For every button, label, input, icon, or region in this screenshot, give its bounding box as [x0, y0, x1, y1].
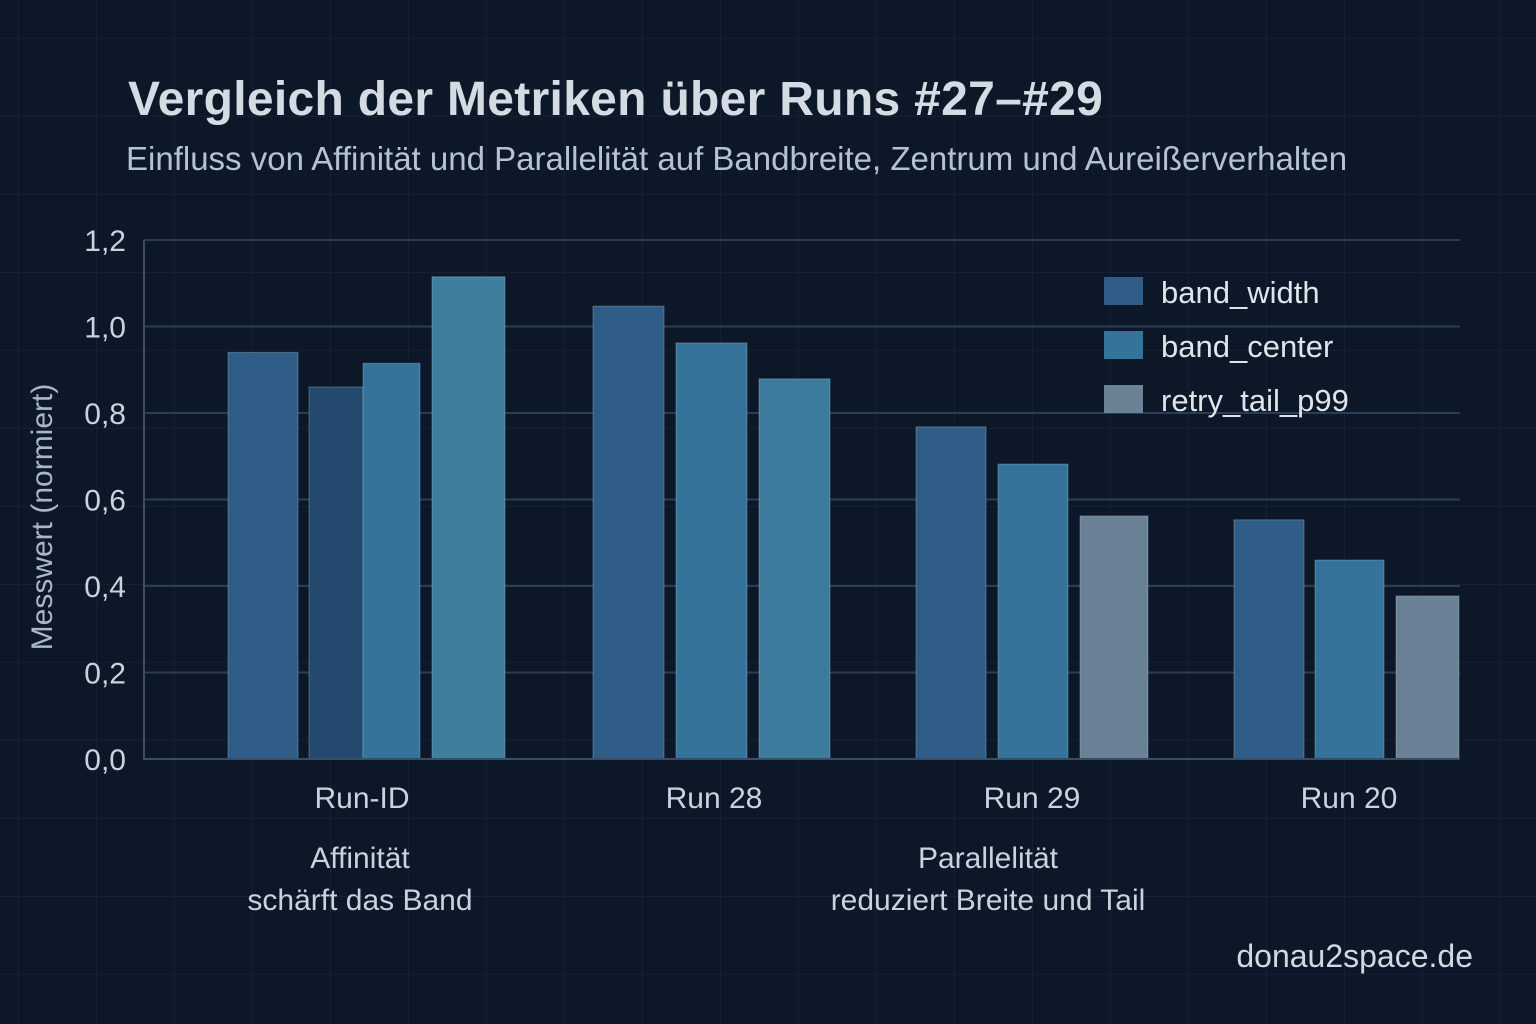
y-tick-labels: 0,0 0,2 0,4 0,6 0,8 1,0 1,2 — [84, 225, 126, 777]
x-tick-label: Run-ID — [314, 782, 409, 815]
legend-swatch-retry-tail-p99 — [1104, 385, 1143, 413]
bar-band-width — [1233, 519, 1305, 760]
y-tick-label: 0,8 — [84, 398, 126, 431]
watermark: donau2space.de — [1236, 938, 1473, 974]
x-tick-label: Run 20 — [1301, 782, 1398, 815]
bar-retry-tail-p99 — [1079, 515, 1149, 760]
legend: band_width band_center retry_tail_p99 — [1104, 275, 1349, 418]
bar-band-width — [915, 426, 987, 760]
bars — [227, 276, 1460, 760]
annotation-text: Affinität — [310, 842, 410, 875]
x-tick-label: Run 29 — [984, 782, 1081, 815]
legend-swatch-band-width — [1104, 277, 1143, 305]
legend-swatch-band-center — [1104, 331, 1143, 359]
annotation-text: schärft das Band — [247, 884, 472, 917]
chart-title: Vergleich der Metriken über Runs #27–#29 — [128, 73, 1104, 126]
annotation-text: Parallelität — [918, 842, 1059, 875]
y-tick-label: 0,2 — [84, 658, 126, 691]
annotation-text: reduziert Breite und Tail — [831, 884, 1146, 917]
chart-subtitle: Einfluss von Affinität und Parallelität … — [126, 140, 1348, 177]
y-tick-label: 0,0 — [84, 744, 126, 777]
y-tick-label: 0,4 — [84, 571, 126, 604]
bar-band-center — [362, 362, 421, 760]
y-tick-label: 1,0 — [84, 312, 126, 345]
bar-band-width — [308, 386, 364, 760]
legend-label: band_width — [1161, 275, 1320, 310]
y-tick-label: 1,2 — [84, 225, 126, 258]
bar-band-center — [758, 378, 831, 760]
x-tick-labels: Run-ID Run 28 Run 29 Run 20 — [314, 782, 1397, 815]
annotations: Affinität schärft das Band Parallelität red… — [247, 842, 1145, 917]
bar-retry-tail-p99 — [1395, 595, 1460, 760]
bar-band-width — [227, 351, 299, 760]
bar-band-width — [592, 305, 665, 760]
legend-label: band_center — [1161, 329, 1333, 364]
bar-band-center — [675, 342, 748, 760]
legend-label: retry_tail_p99 — [1161, 383, 1349, 418]
bar-band-center — [1314, 559, 1385, 760]
x-tick-label: Run 28 — [666, 782, 763, 815]
y-axis-label: Messwert (normiert) — [26, 384, 59, 651]
y-tick-label: 0,6 — [84, 485, 126, 518]
bar-band-center — [997, 463, 1069, 760]
bar-band-center — [431, 276, 506, 760]
